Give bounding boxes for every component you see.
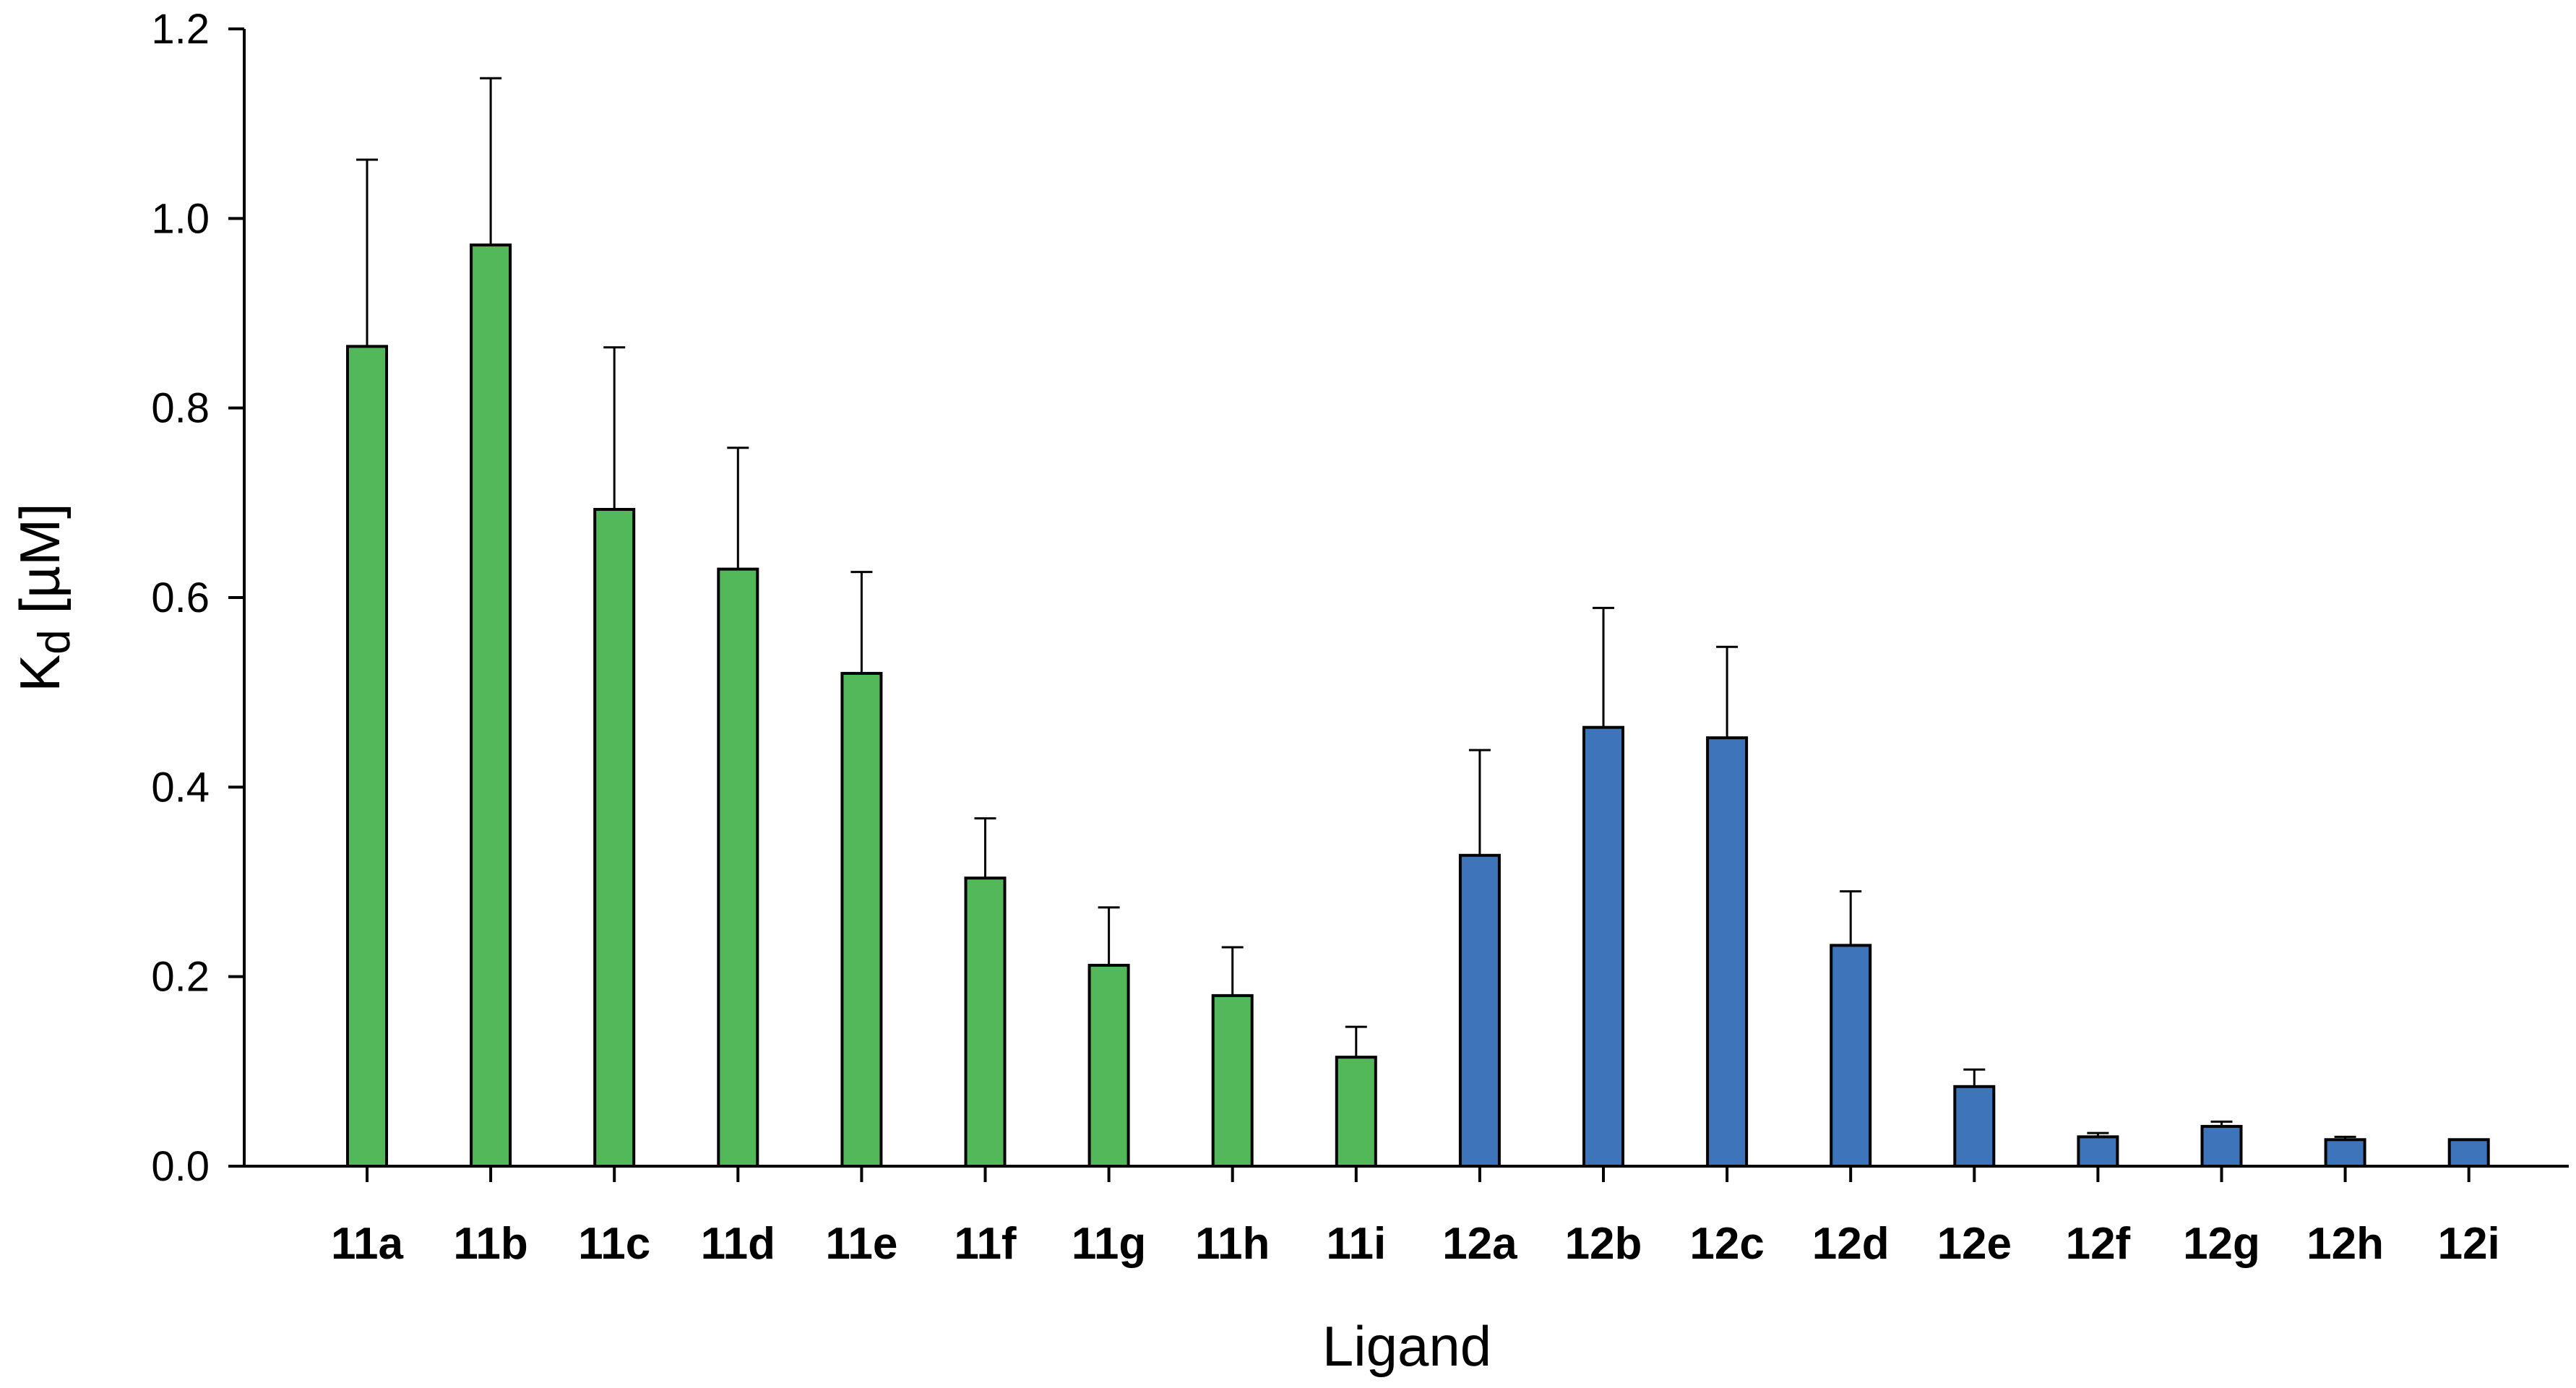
y-axis-title-main: K (8, 655, 72, 692)
bar-11i (1335, 1056, 1377, 1168)
y-axis-title-unit: [µM] (8, 503, 72, 629)
bar-12h (2324, 1138, 2366, 1168)
bar-12d (1830, 944, 1872, 1168)
bar-11h (1211, 993, 1254, 1168)
bar-11f (964, 876, 1007, 1168)
x-tick-label-11c: 11c (578, 1219, 650, 1269)
x-tick-label-11a: 11a (331, 1219, 404, 1269)
x-tick-label-12e: 12e (1937, 1219, 2012, 1269)
x-tick-label-11f: 11f (954, 1219, 1017, 1269)
bar-12i (2447, 1138, 2490, 1168)
bar-12g (2200, 1124, 2243, 1168)
y-tick-label: 0.8 (151, 385, 210, 432)
bar-11c (593, 508, 636, 1168)
bar-11g (1087, 963, 1130, 1168)
x-tick-label-12g: 12g (2183, 1219, 2260, 1269)
y-tick-label: 0.0 (151, 1143, 210, 1190)
x-tick-label-12h: 12h (2306, 1219, 2384, 1269)
x-tick-label-11h: 11h (1195, 1219, 1270, 1269)
y-axis-title: Kd [µM] (8, 503, 79, 691)
y-axis-ticks: 0.0 0.2 0.4 0.6 0.8 1.0 1.2 (151, 6, 244, 1190)
bar-12f (2077, 1135, 2119, 1168)
bar-11e (840, 671, 883, 1168)
x-tick-label-12a: 12a (1442, 1219, 1517, 1269)
bar-12a (1458, 853, 1501, 1168)
bar-11d (717, 567, 759, 1168)
x-tick-label-11b: 11b (453, 1219, 527, 1269)
bar-12b (1582, 725, 1624, 1168)
x-tick-label-11d: 11d (701, 1219, 775, 1269)
x-tick-label-11g: 11g (1072, 1219, 1146, 1269)
x-tick-label-12i: 12i (2438, 1219, 2500, 1269)
y-tick-label: 1.2 (151, 6, 210, 53)
bar-12e (1953, 1085, 1996, 1168)
bar-11a (346, 345, 388, 1168)
bars (346, 243, 2490, 1168)
y-tick-label: 0.2 (151, 954, 210, 1001)
bar-11b (470, 243, 512, 1168)
y-tick-label: 0.4 (151, 764, 210, 811)
y-tick-label: 1.0 (151, 195, 210, 242)
x-tick-label-12d: 12d (1812, 1219, 1890, 1269)
x-tick-label-11e: 11e (825, 1219, 897, 1269)
x-tick-label-11i: 11i (1326, 1219, 1386, 1269)
error-bars (356, 77, 2356, 1140)
y-tick-label: 0.6 (151, 574, 210, 621)
bar-12c (1706, 736, 1749, 1168)
x-axis-title: Ligand (1322, 1314, 1491, 1378)
x-tick-label-12f: 12f (2066, 1219, 2131, 1269)
x-tick-label-12c: 12c (1689, 1219, 1764, 1269)
x-tick-label-12b: 12b (1565, 1219, 1642, 1269)
y-axis-title-subscript: d (30, 629, 79, 654)
x-axis-ticks: 11a 11b 11c 11d 11e 11f 11g 11h 11i 12a 12b 12c 12d 1… (331, 1166, 2500, 1269)
